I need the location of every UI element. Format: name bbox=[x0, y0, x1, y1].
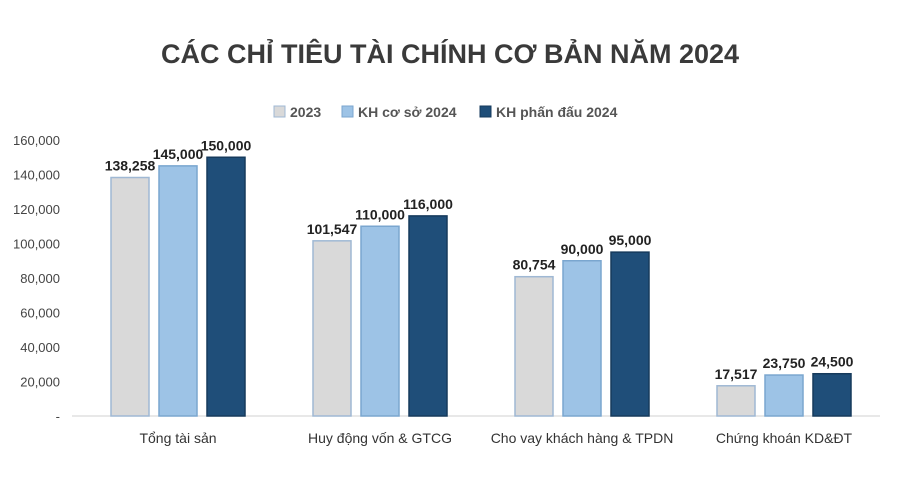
y-tick-label: 120,000 bbox=[13, 202, 60, 217]
bar bbox=[764, 374, 804, 417]
bar bbox=[562, 260, 602, 417]
bar bbox=[110, 176, 150, 417]
bar bbox=[158, 165, 198, 417]
legend-swatch bbox=[479, 105, 492, 118]
data-label: 17,517 bbox=[715, 366, 758, 382]
y-tick-label: 80,000 bbox=[20, 271, 60, 286]
data-label: 90,000 bbox=[561, 241, 604, 257]
legend-label: KH cơ sở 2024 bbox=[358, 104, 457, 120]
data-label: 23,750 bbox=[763, 355, 806, 371]
legend: 2023 KH cơ sở 2024 KH phấn đấu 2024 bbox=[273, 104, 618, 120]
y-tick-label: 160,000 bbox=[13, 133, 60, 148]
legend-swatch bbox=[273, 105, 286, 118]
x-category-label: Cho vay khách hàng & TPDN bbox=[491, 430, 674, 446]
bar bbox=[716, 385, 756, 417]
data-label: 138,258 bbox=[105, 158, 156, 174]
legend-label: KH phấn đấu 2024 bbox=[496, 104, 618, 120]
data-label: 80,754 bbox=[513, 257, 556, 273]
bar bbox=[610, 251, 650, 417]
data-label: 110,000 bbox=[355, 206, 405, 222]
y-tick-label: 60,000 bbox=[20, 306, 60, 321]
y-tick-label: 140,000 bbox=[13, 168, 60, 183]
y-tick-label: 20,000 bbox=[20, 375, 60, 390]
y-axis: - 20,000 40,000 60,000 80,000 100,000 120,000 1… bbox=[13, 133, 60, 424]
bar bbox=[812, 372, 852, 417]
data-label: 24,500 bbox=[811, 354, 854, 370]
data-label: 101,547 bbox=[307, 221, 358, 237]
bar bbox=[206, 156, 246, 417]
y-tick-label: 40,000 bbox=[20, 340, 60, 355]
data-label: 145,000 bbox=[153, 146, 204, 162]
data-label: 95,000 bbox=[609, 232, 652, 248]
x-category-label: Tổng tài sản bbox=[139, 430, 216, 446]
legend-label: 2023 bbox=[290, 104, 321, 120]
bars bbox=[110, 156, 852, 417]
y-tick-label: - bbox=[56, 409, 60, 424]
x-axis: Tổng tài sản Huy động vốn & GTCG Cho vay k… bbox=[139, 430, 852, 446]
x-category-label: Huy động vốn & GTCG bbox=[308, 430, 452, 446]
chart-title: CÁC CHỈ TIÊU TÀI CHÍNH CƠ BẢN NĂM 2024 bbox=[161, 37, 739, 69]
data-label: 150,000 bbox=[201, 137, 252, 153]
x-category-label: Chứng khoán KD&ĐT bbox=[716, 430, 853, 446]
y-tick-label: 100,000 bbox=[13, 237, 60, 252]
bar bbox=[312, 240, 352, 417]
legend-swatch bbox=[341, 105, 354, 118]
bar bbox=[514, 275, 554, 417]
bar bbox=[360, 225, 400, 417]
data-label: 116,000 bbox=[403, 196, 453, 212]
bar bbox=[408, 215, 448, 417]
